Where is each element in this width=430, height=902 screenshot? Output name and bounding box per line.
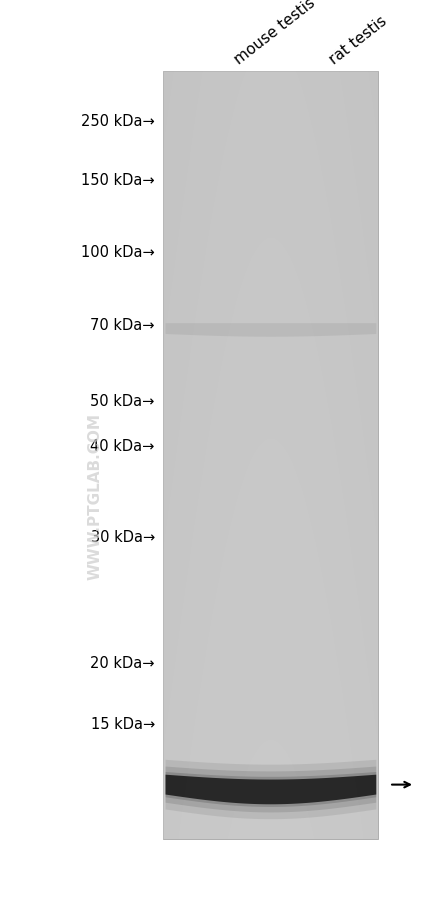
Text: 20 kDa→: 20 kDa→ — [90, 656, 155, 670]
Polygon shape — [166, 772, 376, 807]
Polygon shape — [166, 767, 376, 813]
Polygon shape — [166, 759, 376, 819]
Text: 30 kDa→: 30 kDa→ — [91, 529, 155, 544]
Text: 150 kDa→: 150 kDa→ — [81, 173, 155, 188]
FancyBboxPatch shape — [163, 72, 378, 839]
Text: rat testis: rat testis — [326, 14, 389, 68]
Polygon shape — [166, 324, 376, 337]
Polygon shape — [166, 775, 376, 805]
Text: mouse testis: mouse testis — [232, 0, 318, 68]
Text: 250 kDa→: 250 kDa→ — [81, 115, 155, 129]
Text: 100 kDa→: 100 kDa→ — [81, 245, 155, 260]
Text: 40 kDa→: 40 kDa→ — [90, 439, 155, 454]
Text: WWW.PTGLAB.COM: WWW.PTGLAB.COM — [87, 413, 102, 579]
Text: 15 kDa→: 15 kDa→ — [91, 716, 155, 731]
Text: 70 kDa→: 70 kDa→ — [90, 318, 155, 332]
Text: 50 kDa→: 50 kDa→ — [90, 394, 155, 409]
